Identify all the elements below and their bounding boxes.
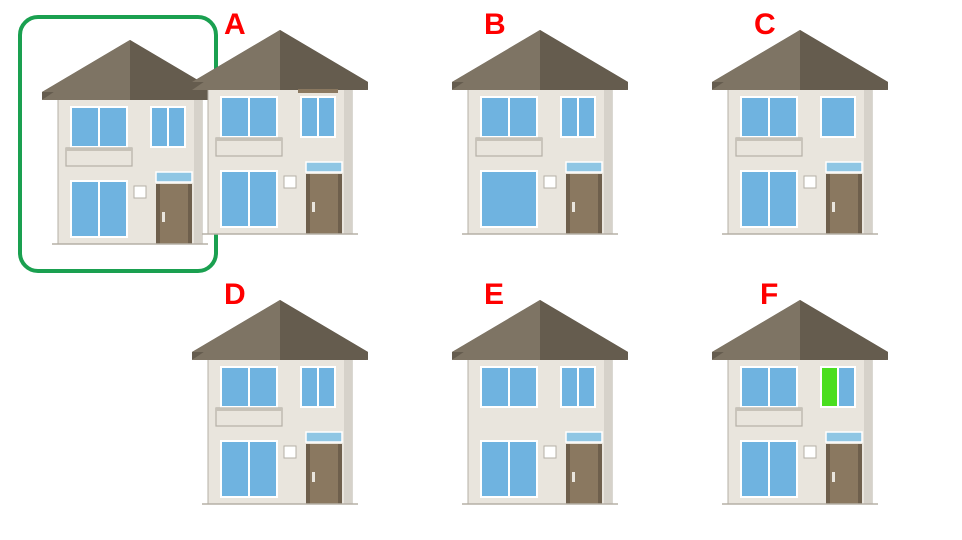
house-illustration [710, 30, 890, 240]
house-illustration [190, 300, 370, 510]
option-b [450, 30, 630, 240]
house-illustration [710, 300, 890, 510]
option-label-c: C [754, 8, 776, 42]
option-f [710, 300, 890, 510]
house-illustration [450, 300, 630, 510]
house-illustration [190, 30, 370, 240]
option-d [190, 300, 370, 510]
option-label-b: B [484, 8, 506, 42]
option-label-f: F [760, 278, 778, 312]
option-label-d: D [224, 278, 246, 312]
option-a [190, 30, 370, 240]
option-label-a: A [224, 8, 246, 42]
house-illustration [450, 30, 630, 240]
option-e [450, 300, 630, 510]
option-c [710, 30, 890, 240]
option-label-e: E [484, 278, 504, 312]
